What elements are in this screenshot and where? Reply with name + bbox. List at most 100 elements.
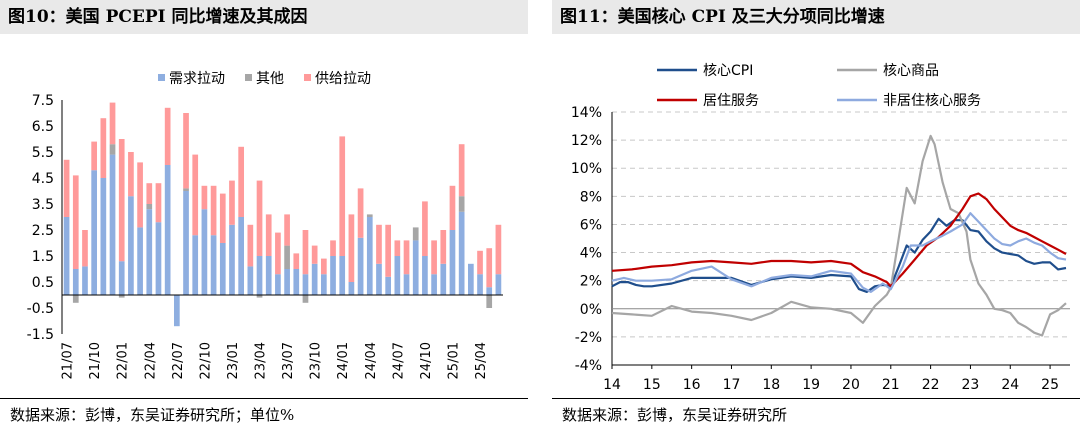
bar-segment xyxy=(109,154,116,295)
bar-segment xyxy=(486,295,493,308)
series-line xyxy=(611,192,1067,288)
bar-segment xyxy=(311,263,318,295)
x-tick-label: 24/10 xyxy=(419,342,434,379)
bar-segment xyxy=(155,183,162,223)
x-tick-label: 24/01 xyxy=(336,342,351,379)
bar-segment xyxy=(403,274,410,295)
x-tick-label: 23/10 xyxy=(309,342,324,379)
left-source-rule xyxy=(0,398,528,399)
bar-segment xyxy=(330,240,336,256)
bar-segment xyxy=(192,154,199,236)
x-tick-label: 25/01 xyxy=(446,342,461,379)
bar-segment xyxy=(348,282,355,295)
legend-label: 核心商品 xyxy=(883,63,939,79)
bar-segment xyxy=(422,256,428,295)
bar-segment xyxy=(431,274,437,295)
legend-swatch xyxy=(245,74,252,81)
bar-segment xyxy=(486,287,493,295)
legend-label: 供给拉动 xyxy=(315,71,371,87)
y-tick-label: 0% xyxy=(580,302,602,318)
bar-segment xyxy=(238,217,245,295)
bar-segment xyxy=(118,139,125,262)
x-tick-label: 23/07 xyxy=(281,342,296,379)
left-source-note: 数据来源：彭博，东吴证券研究所；单位% xyxy=(10,406,295,424)
y-tick-label: 4% xyxy=(580,246,602,262)
bar-segment xyxy=(100,178,107,295)
bar-segment xyxy=(201,185,208,210)
bar-segment xyxy=(146,209,153,295)
bar-segment xyxy=(339,136,346,256)
bar-segment xyxy=(339,256,346,295)
y-tick-label: 4.5 xyxy=(32,171,54,187)
bar-segment xyxy=(265,256,272,295)
x-tick-label: 21/07 xyxy=(61,342,76,379)
bar-segment xyxy=(366,217,373,295)
bar-segment xyxy=(229,224,235,295)
x-tick-label: 16 xyxy=(683,377,701,393)
legend-swatch xyxy=(158,74,165,81)
bar-segment xyxy=(311,245,318,264)
bar-segment xyxy=(440,263,447,295)
bar-segment xyxy=(385,276,392,295)
bar-segment xyxy=(183,188,189,191)
bar-segment xyxy=(164,107,171,165)
bar-segment xyxy=(486,248,493,288)
x-tick-label: 17 xyxy=(723,377,741,393)
y-tick-label: 6% xyxy=(580,217,602,233)
y-tick-label: 2.5 xyxy=(32,223,54,239)
bar-segment xyxy=(210,235,217,295)
bar-segment xyxy=(247,266,254,295)
y-tick-label: 12% xyxy=(571,133,602,149)
bar-segment xyxy=(366,214,373,217)
bar-segment xyxy=(109,144,116,155)
y-tick-label: 10% xyxy=(571,161,602,177)
bar-segment xyxy=(100,118,107,178)
y-tick-label: -1.5 xyxy=(27,327,54,343)
bar-segment xyxy=(449,230,456,295)
bar-segment xyxy=(72,175,79,269)
bar-segment xyxy=(118,295,125,298)
bar-segment xyxy=(201,209,208,295)
legend-label: 居住服务 xyxy=(703,93,759,109)
x-tick-label: 23/04 xyxy=(254,342,269,379)
bar-segment xyxy=(284,214,290,246)
x-tick-label: 20 xyxy=(842,377,860,393)
bar-segment xyxy=(275,232,281,275)
bar-segment xyxy=(403,240,410,275)
y-tick-label: -4% xyxy=(575,358,602,374)
bar-segment xyxy=(330,256,336,295)
legend-label: 其他 xyxy=(256,71,284,87)
y-tick-label: 1.5 xyxy=(32,249,54,265)
x-tick-label: 15 xyxy=(643,377,661,393)
bar-segment xyxy=(238,146,245,217)
bar-segment xyxy=(164,165,171,295)
bar-segment xyxy=(219,193,226,243)
bar-segment xyxy=(247,224,254,267)
bar-segment xyxy=(72,269,79,295)
x-tick-label: 24/07 xyxy=(391,342,406,379)
y-tick-label: -2% xyxy=(575,330,602,346)
bar-segment xyxy=(412,227,419,241)
bar-segment xyxy=(394,256,401,295)
right-source-rule xyxy=(552,398,1080,399)
bar-segment xyxy=(82,266,88,295)
bar-segment xyxy=(495,224,502,275)
bar-segment xyxy=(210,185,217,236)
bar-segment xyxy=(320,258,327,275)
bar-segment xyxy=(118,261,125,295)
bar-segment xyxy=(458,196,465,212)
x-tick-label: 14 xyxy=(603,377,621,393)
bar-segment xyxy=(320,274,327,295)
bar-segment xyxy=(137,227,143,295)
bar-segment xyxy=(219,243,226,295)
bar-segment xyxy=(128,152,134,197)
bar-segment xyxy=(128,196,134,295)
bar-segment xyxy=(63,159,70,217)
bar-segment xyxy=(109,102,116,145)
bar-segment xyxy=(91,141,98,171)
bar-segment xyxy=(412,240,419,295)
x-tick-label: 22/01 xyxy=(116,342,131,379)
bar-segment xyxy=(284,245,290,269)
bar-segment xyxy=(192,235,199,295)
x-tick-label: 22 xyxy=(922,377,940,393)
